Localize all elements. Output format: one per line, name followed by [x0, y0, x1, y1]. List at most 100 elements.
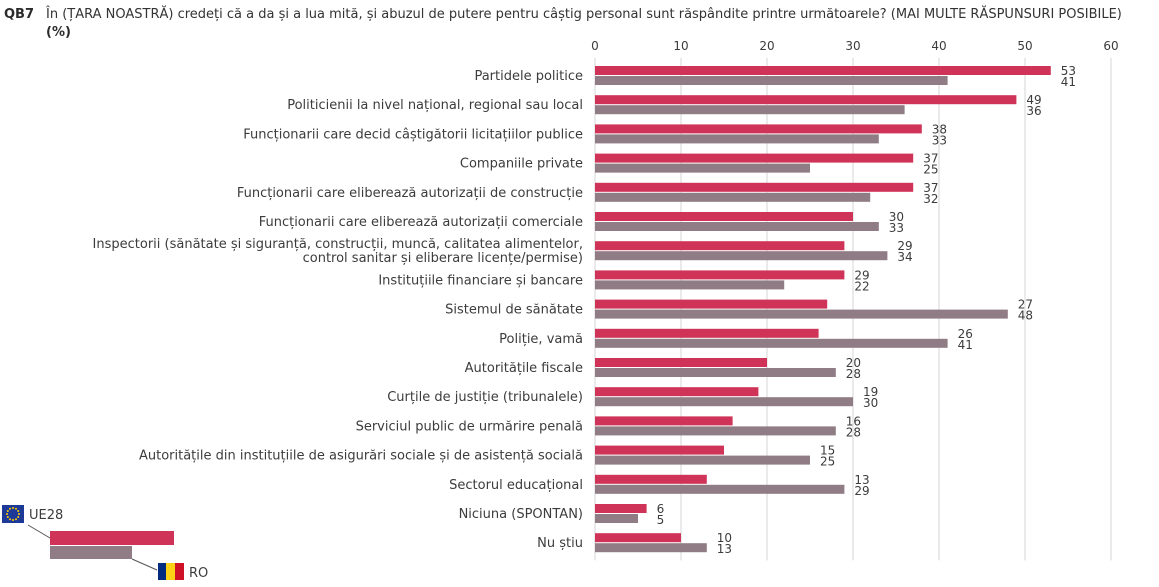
bar-ro [595, 222, 879, 231]
bar-ro [595, 309, 1008, 319]
x-axis-ticks: 0 10 20 30 40 50 60 [591, 39, 1118, 53]
category-label: Autoritățile fiscale [465, 361, 583, 376]
bar-ro [595, 192, 871, 202]
category-label: Politicienii la nivel național, regional… [287, 98, 583, 113]
category-label: Partidele politice [474, 69, 583, 84]
value-labels: 5341493638333725373230332934292227482641… [657, 64, 1076, 556]
value-label-ue28: 15 [820, 444, 835, 458]
bar-ro [595, 368, 836, 377]
value-label-ro: 29 [854, 484, 869, 498]
value-label-ro: 28 [846, 425, 861, 439]
x-tick-label: 60 [1103, 39, 1118, 53]
value-label-ue28: 20 [846, 356, 861, 370]
value-label-ue28: 26 [958, 327, 973, 341]
value-label-ro: 28 [846, 367, 861, 381]
category-label: Autoritățile din instituțiile de asigură… [139, 449, 583, 464]
value-label-ro: 41 [1061, 75, 1076, 89]
value-label-ue28: 37 [923, 152, 938, 166]
value-label-ro: 25 [820, 455, 835, 469]
bar-ue28 [595, 270, 845, 280]
value-label-ro: 36 [1026, 104, 1041, 118]
bar-ro [595, 426, 836, 436]
bar-ue28 [595, 66, 1051, 75]
bar-ro [595, 105, 905, 115]
value-label-ro: 22 [854, 279, 869, 293]
legend-label-ro: RO [189, 566, 208, 581]
value-label-ro: 25 [923, 163, 938, 177]
bar-ro [595, 251, 888, 261]
value-label-ue28: 10 [717, 531, 732, 545]
category-label: Funcționarii care eliberează autorizații… [259, 215, 583, 230]
category-label: Instituțiile financiare și bancare [378, 273, 583, 288]
value-label-ro: 33 [932, 133, 947, 147]
value-label-ue28: 30 [889, 210, 904, 224]
value-label-ue28: 53 [1061, 64, 1076, 78]
value-label-ue28: 6 [657, 502, 665, 516]
value-label-ro: 41 [958, 338, 973, 352]
legend-swatch-ue28 [50, 531, 174, 545]
bar-ro [595, 134, 879, 144]
value-label-ue28: 29 [854, 268, 869, 282]
value-label-ue28: 29 [897, 239, 912, 253]
question-code: QB7 [4, 7, 35, 22]
x-tick-label: 30 [845, 39, 860, 53]
bar-ue28 [595, 299, 828, 309]
bar-ue28 [595, 387, 759, 397]
eu-flag-icon [2, 505, 24, 523]
bar-ro [595, 455, 810, 465]
value-label-ro: 32 [923, 192, 938, 206]
value-label-ue28: 49 [1026, 93, 1041, 107]
bar-ue28 [595, 445, 724, 455]
bar-ue28 [595, 241, 845, 251]
bar-ue28 [595, 153, 914, 163]
category-label: Sistemul de sănătate [445, 303, 583, 318]
category-label: Funcționarii care decid câștigătorii lic… [243, 127, 583, 142]
bar-ro [595, 514, 638, 523]
value-label-ue28: 38 [932, 122, 947, 136]
x-tick-label: 10 [673, 39, 688, 53]
category-label: Nu știu [537, 536, 583, 551]
category-label: Poliție, vamă [499, 332, 583, 347]
legend-connector [27, 524, 51, 539]
x-tick-label: 50 [1017, 39, 1032, 53]
category-label: Inspectorii (sănătate și siguranță, cons… [93, 237, 583, 252]
bar-ro [595, 338, 948, 348]
question-text: În (ȚARA NOASTRĂ) credeți că a da și a l… [46, 7, 1122, 22]
value-label-ue28: 27 [1018, 298, 1033, 312]
x-tick-label: 40 [931, 39, 946, 53]
value-label-ro: 13 [717, 542, 732, 556]
category-label: Sectorul educațional [449, 478, 583, 493]
category-label: Serviciul public de urmărire penală [356, 419, 583, 434]
unit-label: (%) [46, 25, 71, 40]
legend: UE28 RO [2, 505, 208, 581]
legend-swatch-ro [50, 546, 132, 559]
value-label-ro: 34 [897, 250, 912, 264]
bar-ue28 [595, 416, 733, 426]
bar-ue28 [595, 474, 707, 484]
bar-ue28 [595, 212, 853, 221]
value-label-ro: 33 [889, 221, 904, 235]
legend-label-ue28: UE28 [29, 508, 63, 523]
bar-ue28 [595, 95, 1017, 105]
x-tick-label: 0 [591, 39, 599, 53]
value-label-ro: 30 [863, 396, 878, 410]
value-label-ue28: 19 [863, 385, 878, 399]
category-labels: Partidele politice Politicienii la nivel … [93, 69, 583, 551]
romania-flag-icon [158, 563, 184, 580]
bar-ue28 [595, 328, 819, 338]
bar-ro [595, 76, 948, 85]
x-tick-label: 20 [759, 39, 774, 53]
category-label: Companiile private [460, 157, 583, 172]
bar-ro [595, 280, 785, 290]
value-label-ro: 5 [657, 513, 665, 527]
bar-ue28 [595, 504, 647, 513]
category-label: control sanitar și eliberare licențe/per… [303, 251, 583, 266]
bar-ue28 [595, 533, 681, 543]
value-label-ue28: 13 [854, 473, 869, 487]
bar-ro [595, 163, 810, 173]
value-label-ro: 48 [1018, 309, 1033, 323]
value-label-ue28: 16 [846, 414, 861, 428]
bar-ro [595, 484, 845, 494]
bar-ro [595, 543, 707, 553]
